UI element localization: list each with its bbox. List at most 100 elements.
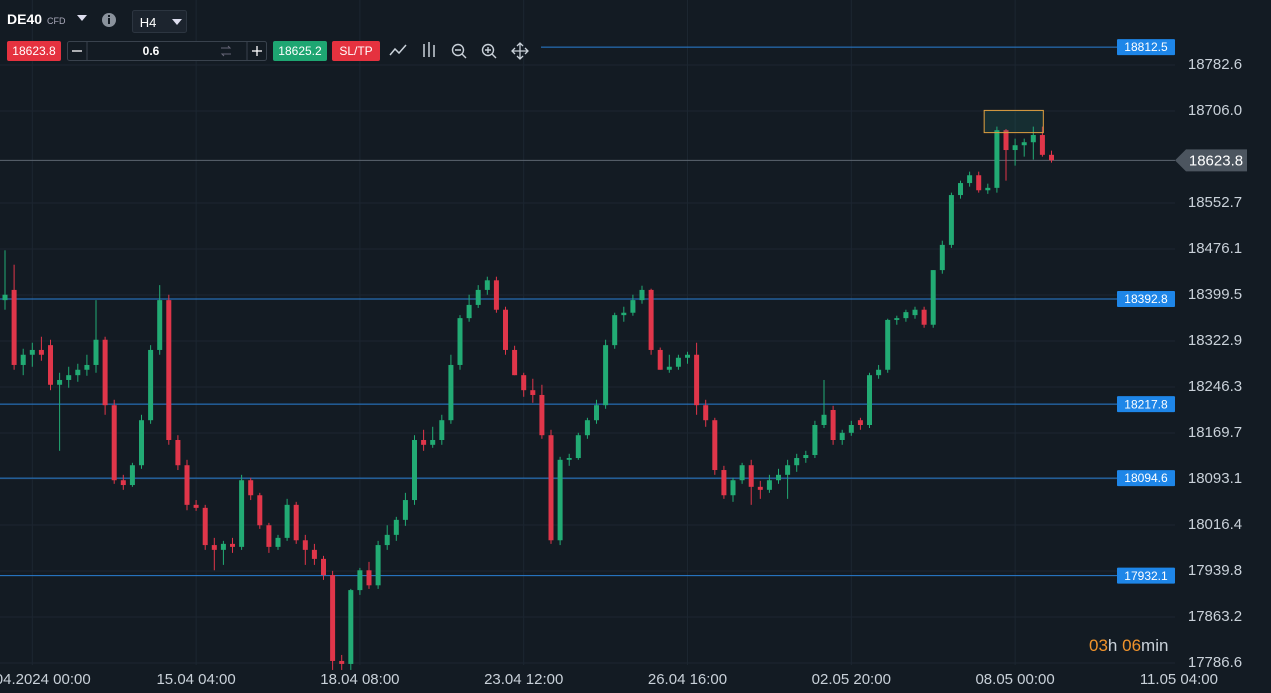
sltp[interactable]: SL/TP <box>339 44 373 58</box>
candle-body <box>248 480 254 496</box>
y-tick-label: 17786.6 <box>1188 654 1242 671</box>
candle-body <box>848 424 854 433</box>
candle-body <box>639 289 645 301</box>
candle-body <box>402 500 408 520</box>
candle-body <box>129 465 135 486</box>
y-tick-label: 18782.6 <box>1188 56 1242 73</box>
candle-body <box>594 405 600 421</box>
timer-minutes: 06 <box>1122 636 1142 655</box>
candle-body <box>757 486 763 490</box>
candle-body <box>148 349 154 421</box>
x-tick-label: 15.04 04:00 <box>156 671 235 688</box>
candle-body <box>266 525 272 547</box>
candle-body <box>694 354 700 406</box>
candle-body <box>876 369 882 376</box>
candle-body <box>439 420 445 441</box>
candle-body <box>857 420 863 425</box>
candle-body <box>712 420 718 471</box>
candle-timer: 03h 06min <box>1089 636 1168 656</box>
candle-body <box>421 440 427 445</box>
candle-body <box>311 549 317 559</box>
candle-body <box>867 375 873 425</box>
x-tick-label: 18.04 08:00 <box>320 671 399 688</box>
y-tick-label: 18169.7 <box>1188 424 1242 441</box>
x-tick-label: 10.04.2024 00:00 <box>0 671 91 688</box>
candle-body <box>1012 145 1018 151</box>
candle-body <box>220 543 226 550</box>
timeframe[interactable]: H4 <box>139 14 157 30</box>
candle-body <box>1003 130 1009 151</box>
candle-body <box>830 409 836 441</box>
candle-body <box>839 432 845 441</box>
candle-body <box>721 470 727 496</box>
candle-body <box>584 420 590 436</box>
candle-body <box>166 300 172 441</box>
candle-body <box>84 364 90 370</box>
candle-body <box>912 309 918 316</box>
candle-body <box>512 349 518 376</box>
candle-body <box>539 394 545 436</box>
y-tick-label: 18246.3 <box>1188 378 1242 395</box>
symbol[interactable]: DE40 <box>7 11 43 27</box>
x-tick-label: 11.05 04:00 <box>1140 671 1218 688</box>
candle-body <box>557 459 563 541</box>
candle-body <box>302 540 308 550</box>
volume[interactable]: 0.6 <box>142 44 160 58</box>
price-level-tag <box>1117 470 1175 487</box>
candle-body <box>339 660 345 664</box>
candle-body <box>11 289 17 365</box>
y-tick-label: 18322.9 <box>1188 332 1242 349</box>
candle-body <box>921 309 927 325</box>
last-price-tag <box>1175 149 1247 172</box>
candle-body <box>75 369 81 376</box>
candle-body <box>657 349 663 370</box>
price-level-tag <box>1117 39 1175 56</box>
candle-body <box>675 357 681 367</box>
candle-body <box>603 345 609 406</box>
candle-body <box>48 345 54 385</box>
y-tick-label: 18706.0 <box>1188 102 1242 119</box>
candle-body <box>157 300 163 350</box>
y-tick-label: 18399.5 <box>1188 286 1242 303</box>
candle-body <box>2 294 8 301</box>
candle-body <box>38 349 44 355</box>
candle-body <box>976 175 982 191</box>
candle-body <box>466 304 472 319</box>
candle-body <box>994 130 1000 188</box>
candle-body <box>293 504 299 541</box>
candle-body <box>648 289 654 350</box>
x-tick-label: 08.05 00:00 <box>975 671 1054 688</box>
candle-body <box>430 440 436 445</box>
bid-price[interactable]: 18623.8 <box>12 44 56 58</box>
candle-body <box>521 375 527 391</box>
ask-price[interactable]: 18625.2 <box>278 44 322 58</box>
candle-body <box>102 339 108 406</box>
candle-body <box>930 270 936 325</box>
candle-body <box>666 366 672 370</box>
candle-body <box>193 504 199 508</box>
candle-body <box>257 495 263 526</box>
candle-body <box>958 183 964 196</box>
candle-body <box>484 280 490 290</box>
candle-body <box>357 570 363 591</box>
price-level-label: 18812.5 <box>1124 40 1168 54</box>
candle-body <box>612 315 618 346</box>
x-tick-label: 26.04 16:00 <box>648 671 727 688</box>
candle-body <box>93 339 99 365</box>
candle-body <box>903 312 909 319</box>
candle-body <box>794 458 800 466</box>
candle-body <box>57 379 63 385</box>
candle-body <box>1049 154 1055 161</box>
candle-body <box>66 375 72 380</box>
candle-body <box>821 414 827 425</box>
price-level-tag <box>1117 567 1175 584</box>
highlight-box <box>983 109 1044 134</box>
candle-body <box>448 364 454 421</box>
candle-body <box>366 570 372 586</box>
candle-body <box>330 575 336 661</box>
timer-min: min <box>1141 636 1169 655</box>
price-level-tag <box>1117 396 1175 413</box>
candle-body <box>730 480 736 496</box>
candle-body <box>493 280 499 310</box>
